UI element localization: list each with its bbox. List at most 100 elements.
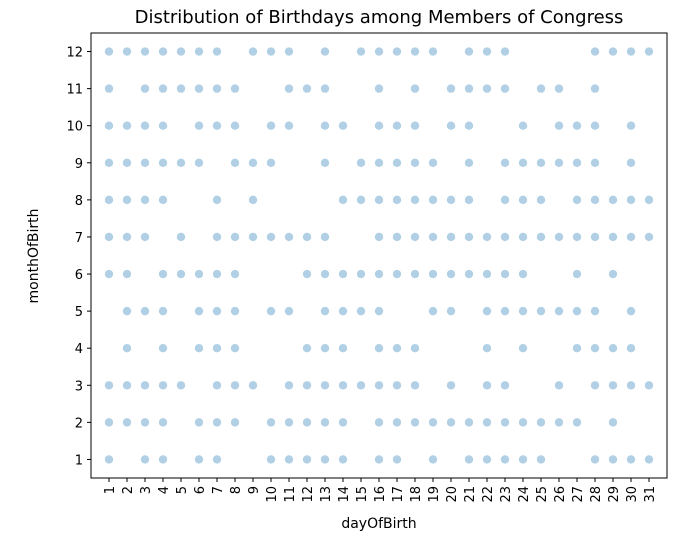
data-point	[590, 158, 600, 167]
data-point	[536, 306, 546, 316]
data-point	[608, 195, 618, 205]
x-tick-label: 13	[319, 486, 334, 503]
data-point	[446, 121, 456, 130]
data-point	[302, 381, 312, 390]
data-point	[122, 47, 132, 56]
data-point	[356, 381, 366, 390]
data-point	[500, 269, 510, 279]
data-point	[464, 195, 474, 205]
data-point	[212, 84, 222, 93]
data-point	[410, 195, 420, 205]
data-point	[428, 418, 438, 427]
x-tick-label: 30	[625, 486, 640, 503]
x-tick-label: 17	[391, 486, 406, 503]
data-point	[374, 47, 384, 56]
data-point	[284, 232, 294, 242]
data-point	[374, 455, 384, 464]
data-point	[248, 195, 258, 205]
points-layer	[104, 47, 654, 464]
data-point	[410, 269, 420, 279]
x-tick-label: 8	[229, 486, 244, 494]
data-point	[140, 232, 150, 242]
data-point	[194, 344, 204, 353]
data-point	[590, 84, 600, 93]
data-point	[104, 121, 114, 130]
data-point	[464, 84, 474, 93]
data-point	[590, 381, 600, 390]
data-point	[158, 195, 168, 205]
data-point	[410, 121, 420, 130]
data-point	[626, 195, 636, 205]
data-point	[320, 84, 330, 93]
data-point	[122, 158, 132, 167]
data-point	[158, 121, 168, 130]
y-tick-label: 10	[66, 120, 83, 135]
data-point	[266, 158, 276, 167]
y-tick-label: 5	[75, 305, 83, 320]
data-point	[608, 269, 618, 279]
data-point	[338, 418, 348, 427]
data-point	[554, 306, 564, 316]
data-point	[140, 47, 150, 56]
data-point	[320, 381, 330, 390]
data-point	[554, 232, 564, 242]
data-point	[284, 306, 294, 316]
data-point	[158, 158, 168, 167]
data-point	[572, 232, 582, 242]
data-point	[356, 306, 366, 316]
data-point	[536, 232, 546, 242]
data-point	[482, 269, 492, 279]
data-point	[212, 232, 222, 242]
x-tick-label: 23	[499, 486, 514, 503]
data-point	[158, 381, 168, 390]
data-point	[518, 269, 528, 279]
data-point	[446, 269, 456, 279]
data-point	[590, 195, 600, 205]
x-tick-label: 2	[121, 486, 136, 494]
data-point	[572, 158, 582, 167]
data-point	[140, 306, 150, 316]
data-point	[464, 47, 474, 56]
data-point	[320, 232, 330, 242]
data-point	[320, 455, 330, 464]
data-point	[212, 47, 222, 56]
data-point	[464, 455, 474, 464]
data-point	[122, 344, 132, 353]
data-point	[428, 269, 438, 279]
data-point	[392, 121, 402, 130]
data-point	[464, 418, 474, 427]
data-point	[212, 195, 222, 205]
data-point	[320, 158, 330, 167]
x-tick-label: 16	[373, 486, 388, 503]
data-point	[248, 381, 258, 390]
data-point	[410, 232, 420, 242]
data-point	[302, 232, 312, 242]
data-point	[500, 455, 510, 464]
data-point	[608, 455, 618, 464]
data-point	[374, 381, 384, 390]
data-point	[266, 121, 276, 130]
data-point	[374, 344, 384, 353]
data-point	[212, 344, 222, 353]
data-point	[428, 158, 438, 167]
data-point	[104, 269, 114, 279]
data-point	[644, 232, 654, 242]
data-point	[608, 232, 618, 242]
data-point	[122, 418, 132, 427]
data-point	[140, 158, 150, 167]
data-point	[140, 418, 150, 427]
data-point	[320, 306, 330, 316]
data-point	[248, 47, 258, 56]
data-point	[410, 344, 420, 353]
x-tick-label: 19	[427, 486, 442, 503]
data-point	[518, 455, 528, 464]
data-point	[482, 418, 492, 427]
data-point	[590, 232, 600, 242]
data-point	[626, 121, 636, 130]
x-tick-label: 5	[175, 486, 190, 494]
y-tick-label: 6	[75, 268, 83, 283]
y-axis-title: monthOfBirth	[26, 209, 42, 304]
data-point	[428, 455, 438, 464]
data-point	[158, 269, 168, 279]
data-point	[410, 47, 420, 56]
